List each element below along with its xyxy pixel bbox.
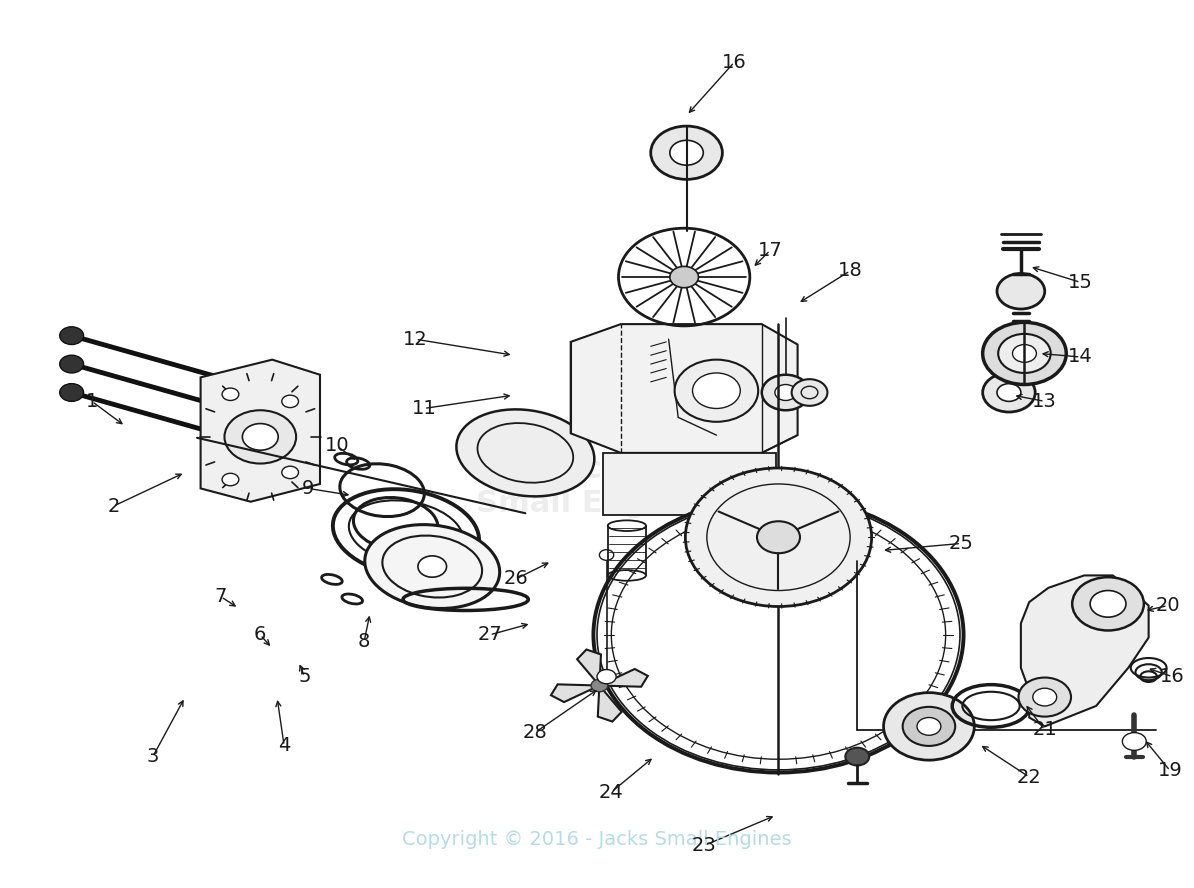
Circle shape — [256, 413, 270, 424]
Text: Copyright © 2016 - Jacks Small Engines: Copyright © 2016 - Jacks Small Engines — [402, 829, 792, 849]
Text: 11: 11 — [412, 399, 436, 418]
Text: 26: 26 — [504, 569, 528, 589]
Circle shape — [998, 334, 1051, 373]
Circle shape — [651, 126, 722, 179]
Circle shape — [1018, 678, 1071, 717]
Circle shape — [775, 385, 796, 400]
Polygon shape — [577, 649, 601, 686]
Circle shape — [282, 466, 298, 479]
Circle shape — [1033, 688, 1057, 706]
Circle shape — [599, 550, 614, 560]
Text: 7: 7 — [215, 587, 227, 607]
Text: 18: 18 — [838, 261, 862, 281]
Text: 1: 1 — [86, 392, 98, 411]
Circle shape — [685, 468, 872, 607]
Text: 14: 14 — [1069, 347, 1093, 367]
Text: 25: 25 — [949, 534, 973, 553]
Circle shape — [983, 373, 1035, 412]
Circle shape — [224, 410, 296, 464]
Polygon shape — [603, 453, 776, 515]
Circle shape — [792, 379, 827, 406]
Text: 4: 4 — [278, 736, 290, 756]
Circle shape — [60, 384, 84, 401]
Text: 27: 27 — [478, 625, 501, 645]
Text: 16: 16 — [1161, 667, 1184, 686]
Circle shape — [60, 327, 84, 345]
Polygon shape — [598, 686, 622, 722]
Circle shape — [693, 373, 740, 408]
Text: 15: 15 — [1069, 273, 1093, 292]
Text: 9: 9 — [302, 479, 314, 498]
Text: 6: 6 — [254, 625, 266, 645]
Circle shape — [222, 388, 239, 400]
Circle shape — [1013, 345, 1036, 362]
Polygon shape — [571, 324, 798, 453]
Circle shape — [917, 718, 941, 735]
Polygon shape — [599, 669, 648, 686]
Text: 28: 28 — [523, 723, 547, 742]
Text: 20: 20 — [1156, 596, 1180, 615]
Circle shape — [597, 670, 616, 684]
Circle shape — [60, 355, 84, 373]
Circle shape — [845, 748, 869, 765]
Circle shape — [757, 521, 800, 553]
Text: 3: 3 — [147, 747, 159, 766]
Circle shape — [242, 424, 278, 450]
Circle shape — [1122, 733, 1146, 750]
Circle shape — [282, 395, 298, 408]
Ellipse shape — [364, 525, 500, 608]
Text: 17: 17 — [758, 241, 782, 260]
Polygon shape — [201, 360, 320, 502]
Circle shape — [256, 385, 270, 395]
Circle shape — [591, 679, 608, 692]
Circle shape — [903, 707, 955, 746]
Text: 16: 16 — [722, 52, 746, 72]
Circle shape — [670, 266, 698, 288]
Text: 23: 23 — [693, 836, 716, 855]
Circle shape — [762, 375, 810, 410]
Circle shape — [256, 441, 270, 452]
Text: 10: 10 — [325, 436, 349, 456]
Circle shape — [997, 274, 1045, 309]
Text: 8: 8 — [358, 631, 370, 651]
Text: 12: 12 — [404, 329, 427, 349]
Text: 19: 19 — [1158, 761, 1182, 781]
Text: 2: 2 — [107, 496, 119, 516]
Circle shape — [1090, 591, 1126, 617]
Circle shape — [675, 360, 758, 422]
Circle shape — [670, 140, 703, 165]
Circle shape — [983, 322, 1066, 385]
Polygon shape — [550, 685, 599, 702]
Text: 22: 22 — [1017, 767, 1041, 787]
Text: 5: 5 — [298, 667, 310, 686]
Text: 21: 21 — [1033, 720, 1057, 740]
Ellipse shape — [456, 409, 595, 496]
Circle shape — [1072, 577, 1144, 630]
Text: Jacks
Small Engines: Jacks Small Engines — [476, 456, 718, 518]
Polygon shape — [1021, 575, 1149, 726]
Circle shape — [884, 693, 974, 760]
Text: 13: 13 — [1033, 392, 1057, 411]
Circle shape — [222, 473, 239, 486]
Circle shape — [997, 384, 1021, 401]
Text: 24: 24 — [599, 782, 623, 802]
Circle shape — [418, 556, 447, 577]
